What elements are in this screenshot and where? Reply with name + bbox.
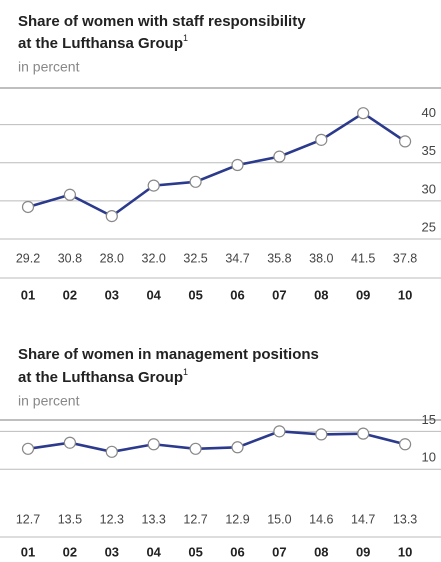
point <box>189 442 202 455</box>
chart-title: at the Lufthansa Group1 <box>18 33 188 52</box>
x-tick-label: 05 <box>188 287 202 302</box>
value-label: 30.8 <box>58 251 82 265</box>
value-label: 29.2 <box>16 251 40 265</box>
value-label: 34.7 <box>225 251 249 265</box>
y-tick-label: 25 <box>422 219 436 234</box>
x-tick-label: 04 <box>146 544 161 559</box>
point <box>273 150 286 163</box>
chart-title: at the Lufthansa Group1 <box>18 367 188 386</box>
value-label: 12.3 <box>100 512 124 526</box>
x-tick-label: 09 <box>356 544 370 559</box>
x-tick-label: 02 <box>63 544 77 559</box>
x-tick-label: 03 <box>105 287 119 302</box>
point <box>273 425 286 438</box>
x-tick-label: 04 <box>146 287 161 302</box>
value-label: 15.0 <box>267 512 291 526</box>
point <box>21 442 35 455</box>
x-tick-label: 10 <box>398 544 412 559</box>
x-tick-label: 10 <box>398 287 412 302</box>
x-tick-label: 09 <box>356 287 370 302</box>
x-tick-label: 01 <box>21 287 35 302</box>
point <box>357 427 370 440</box>
footnote-mark: 1 <box>183 33 188 43</box>
value-label: 41.5 <box>351 251 375 265</box>
chart-title-line: Share of women in management positions <box>18 346 319 363</box>
point <box>147 179 160 192</box>
chart-title-line: at the Lufthansa Group <box>18 35 183 52</box>
y-tick-label: 35 <box>422 143 436 158</box>
x-tick-label: 07 <box>272 544 286 559</box>
value-label: 14.6 <box>309 512 333 526</box>
x-tick-label: 08 <box>314 544 328 559</box>
footnote-mark: 1 <box>183 367 188 377</box>
chart-title: Share of women in management positions <box>18 346 319 363</box>
chart-title: Share of women with staff responsibility <box>18 13 306 30</box>
chart-title-line: at the Lufthansa Group <box>18 369 183 386</box>
point <box>21 200 35 214</box>
y-tick-label: 10 <box>422 450 436 465</box>
line <box>27 430 406 454</box>
chart-subtitle: in percent <box>18 393 80 409</box>
point <box>357 107 370 120</box>
x-tick-label: 05 <box>188 544 202 559</box>
point <box>105 210 118 223</box>
y-tick-label: 30 <box>422 181 436 196</box>
value-label: 37.8 <box>393 251 417 265</box>
value-label: 12.7 <box>183 512 207 526</box>
y-tick-label: 40 <box>422 105 436 120</box>
value-label: 28.0 <box>100 251 124 265</box>
x-tick-label: 06 <box>230 287 244 302</box>
y-tick-label: 15 <box>422 412 436 427</box>
point <box>399 438 412 451</box>
value-label: 35.8 <box>267 251 291 265</box>
point <box>63 436 77 449</box>
point <box>231 158 244 172</box>
line <box>27 111 406 218</box>
value-label: 12.9 <box>225 512 249 526</box>
chart-title-line: Share of women with staff responsibility <box>18 13 306 30</box>
x-tick-label: 01 <box>21 544 35 559</box>
value-label: 38.0 <box>309 251 333 265</box>
point <box>63 188 77 201</box>
value-label: 32.0 <box>142 251 166 265</box>
value-label: 14.7 <box>351 512 375 526</box>
value-label: 13.5 <box>58 512 82 526</box>
x-tick-label: 08 <box>314 287 328 302</box>
point <box>105 445 118 458</box>
x-tick-label: 06 <box>230 544 244 559</box>
point <box>315 133 328 146</box>
point <box>399 135 412 148</box>
point <box>231 441 244 454</box>
point <box>189 175 202 188</box>
chart-subtitle: in percent <box>18 59 80 75</box>
x-tick-label: 07 <box>272 287 286 302</box>
value-label: 13.3 <box>142 512 166 526</box>
value-label: 32.5 <box>183 251 207 265</box>
x-tick-label: 02 <box>63 287 77 302</box>
value-label: 12.7 <box>16 512 40 526</box>
point <box>147 438 160 451</box>
value-label: 13.3 <box>393 512 417 526</box>
point <box>315 428 328 441</box>
x-tick-label: 03 <box>105 544 119 559</box>
